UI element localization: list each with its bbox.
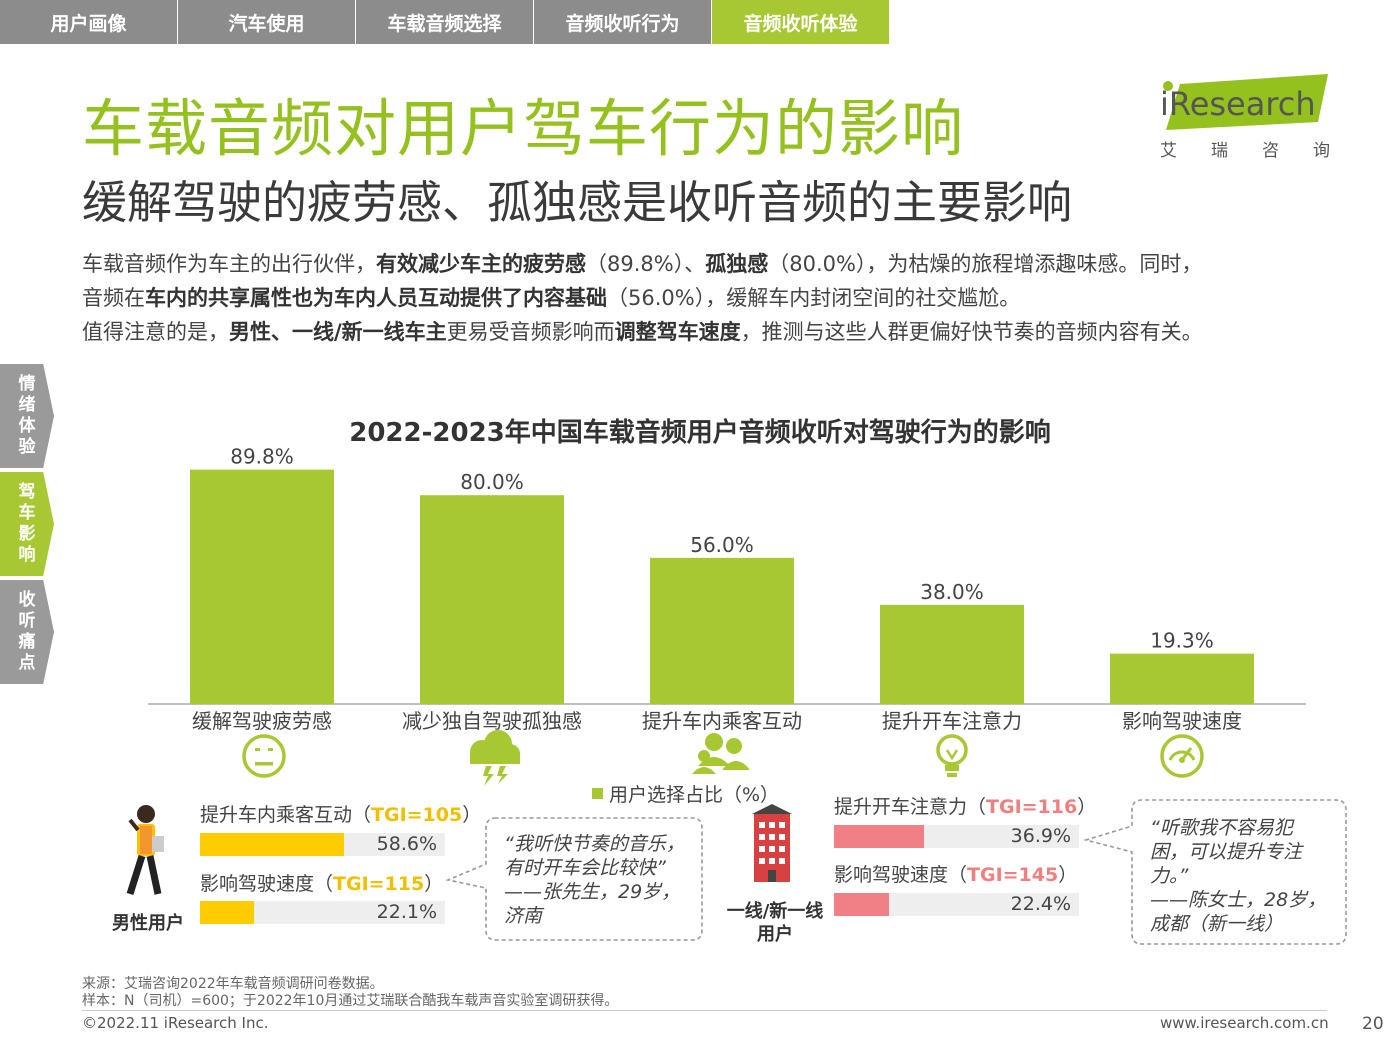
male-item-2-label: 影响驾驶速度（TGI=115） (200, 873, 444, 895)
tier1-quote-bubble (1083, 799, 1347, 945)
bar-3 (650, 557, 794, 704)
male-item-2-bar: 22.1% (200, 901, 445, 924)
page-title: 车载音频对用户驾车行为的影响 (82, 92, 965, 165)
tab-user-profile[interactable]: 用户画像 (0, 0, 178, 44)
bar-value-label: 19.3% (1150, 629, 1214, 653)
male-item-1-bar: 58.6% (200, 833, 445, 856)
lightbulb-icon (936, 734, 968, 777)
tab-listening-experience[interactable]: 音频收听体验 (712, 0, 890, 44)
category-label: 提升开车注意力 (882, 709, 1022, 733)
logo-brand-text: iResearch (1160, 85, 1316, 123)
male-user-illustration (126, 805, 164, 896)
tier1-item-1-fill (834, 825, 925, 848)
tier1-item-2-bar: 22.4% (834, 893, 1079, 916)
tier1-group-label: 一线/新一线用户 (726, 901, 824, 945)
intro-line-3: 值得注意的是，男性、一线/新一线车主更易受音频影响而调整驾车速度，推测与这些人群… (82, 320, 1203, 344)
speedometer-icon (1160, 734, 1204, 778)
bar-value-label: 38.0% (920, 580, 984, 604)
tab-listening-behavior[interactable]: 音频收听行为 (534, 0, 712, 44)
bar-5 (1110, 653, 1254, 704)
male-item-2-fill (200, 901, 255, 924)
city-building-icon (752, 804, 792, 882)
category-label: 影响驾驶速度 (1122, 709, 1242, 733)
storm-cloud-icon (470, 730, 520, 786)
intro-line-1: 车载音频作为车主的出行伙伴，有效减少车主的疲劳感（89.8%）、孤独感（80.0… (82, 252, 1203, 276)
side-nav-emotion[interactable]: 情绪体验 (0, 364, 54, 468)
people-group-icon (692, 733, 750, 774)
legend-label: 用户选择占比（%） (609, 784, 780, 806)
tier1-quote: “听歌我不容易犯 困，可以提升专注 力。” ——陈女士，28岁， 成都（新一线） (1150, 817, 1327, 935)
side-nav-driving[interactable]: 驾车影响 (0, 472, 54, 576)
tab-audio-selection[interactable]: 车载音频选择 (356, 0, 534, 44)
male-item-1-label: 提升车内乘客互动（TGI=105） (200, 804, 482, 826)
tier1-item-2-fill (834, 893, 889, 916)
category-label: 减少独自驾驶孤独感 (402, 709, 582, 733)
category-label: 缓解驾驶疲劳感 (192, 709, 332, 733)
male-item-1-fill (200, 833, 344, 856)
tier1-item-1-label: 提升开车注意力（TGI=116） (834, 796, 1097, 818)
chart-title: 2022-2023年中国车载音频用户音频收听对驾驶行为的影响 (349, 418, 1051, 448)
footer-copyright: ©2022.11 iResearch Inc. (82, 1014, 269, 1032)
source-line-1: 来源：艾瑞咨询2022年车载音频调研问卷数据。 (82, 976, 384, 992)
neutral-face-icon (242, 734, 286, 778)
footer-url[interactable]: www.iresearch.com.cn (1160, 1014, 1329, 1032)
side-nav-pain-points[interactable]: 收听痛点 (0, 580, 54, 684)
source-line-2: 样本：N（司机）=600；于2022年10月通过艾瑞联合酷我车载声音实验室调研获… (82, 993, 619, 1009)
tier1-item-2-value: 22.4% (1010, 893, 1071, 915)
side-nav-label: 情绪体验 (18, 374, 36, 457)
tab-car-usage[interactable]: 汽车使用 (178, 0, 356, 44)
bar-1 (190, 469, 334, 704)
logo-cn-text: 艾瑞咨询 (1160, 141, 1330, 161)
page-number: 20 (1362, 1014, 1384, 1034)
chart-legend: 用户选择占比（%） (592, 780, 779, 807)
male-item-1-value: 58.6% (376, 833, 437, 855)
intro-line-2: 音频在车内的共享属性也为车内人员互动提供了内容基础（56.0%），缓解车内封闭空… (82, 286, 1021, 310)
page-subtitle: 缓解驾驶的疲劳感、孤独感是收听音频的主要影响 (82, 176, 1073, 229)
legend-swatch (592, 788, 603, 799)
bar-value-label: 80.0% (460, 470, 524, 494)
footer-divider (82, 1010, 1327, 1011)
male-group-label: 男性用户 (112, 913, 184, 934)
bar-value-label: 56.0% (690, 533, 754, 557)
top-tabs: 用户画像 汽车使用 车载音频选择 音频收听行为 音频收听体验 (0, 0, 890, 44)
bar-value-label: 89.8% (230, 445, 294, 469)
male-quote: “我听快节奏的音乐， 有时开车会比较快” ——张先生，29岁， 济南 (504, 833, 685, 927)
tier1-item-2-label: 影响驾驶速度（TGI=145） (834, 864, 1078, 886)
tier1-item-1-value: 36.9% (1010, 825, 1071, 847)
side-nav-label: 收听痛点 (18, 590, 36, 673)
male-quote-bubble (445, 817, 703, 941)
category-label: 提升车内乘客互动 (642, 709, 802, 733)
bar-2 (420, 495, 564, 704)
side-nav-label: 驾车影响 (18, 482, 36, 565)
iresearch-logo (1163, 74, 1328, 130)
bar-4 (880, 604, 1024, 704)
tier1-item-1-bar: 36.9% (834, 825, 1079, 848)
male-item-2-value: 22.1% (376, 901, 437, 923)
